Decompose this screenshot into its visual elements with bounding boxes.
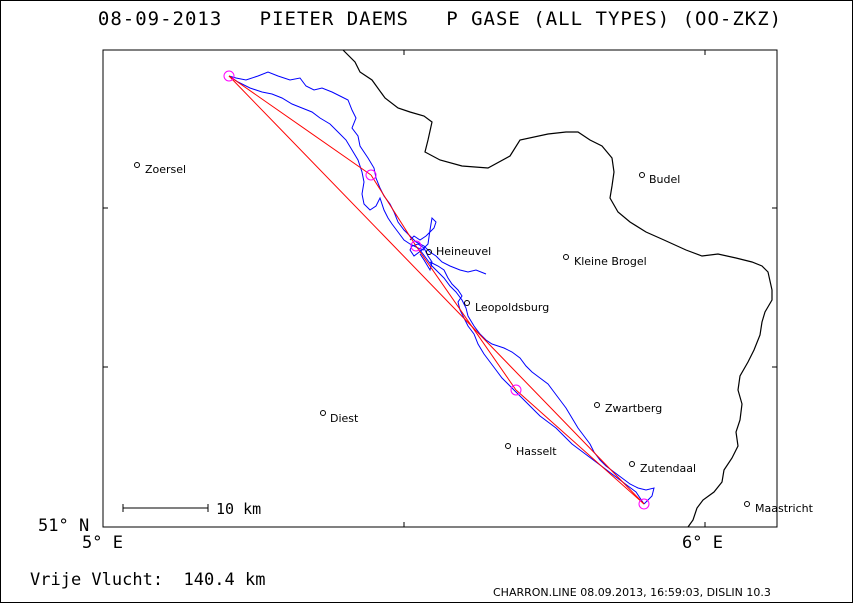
plot-title: 08-09-2013 PIETER DAEMS P GASE (ALL TYPE… (0, 8, 853, 30)
scale-bar-label: 10 km (216, 500, 261, 518)
place-marker-maastricht (744, 501, 750, 507)
place-markers: Zoersel Budel Kleine Brogel Leopoldsburg… (134, 162, 814, 515)
lat-label-51n: 51° N (38, 516, 89, 536)
place-label-zoersel: Zoersel (145, 163, 186, 176)
title-pilot: PIETER DAEMS (259, 8, 409, 30)
place-label-budel: Budel (649, 173, 680, 186)
place-marker-zoersel (134, 162, 140, 168)
place-label-maastricht: Maastricht (755, 502, 814, 515)
scale-bar: 10 km (122, 500, 261, 518)
title-glider: P GASE (ALL TYPES) (OO-ZKZ) (446, 8, 783, 30)
title-date: 08-09-2013 (97, 8, 223, 30)
place-marker-diest (320, 410, 326, 416)
turnpoint-1 (365, 169, 377, 181)
turnpoint-start (223, 70, 235, 82)
lon-label-5e: 5° E (82, 533, 123, 553)
place-label-kleine-brogel: Kleine Brogel (574, 255, 647, 268)
country-border (342, 49, 773, 528)
turnpoint-2 (410, 240, 422, 252)
distance-summary: Vrije Vlucht: 140.4 km (30, 570, 265, 590)
place-marker-heineuvel (426, 249, 432, 255)
turnpoint-finish (638, 498, 650, 510)
flight-track (228, 71, 655, 505)
place-marker-zwartberg (594, 402, 600, 408)
distance-value: 140.4 km (183, 570, 266, 590)
turnpoint-3 (510, 384, 522, 396)
place-marker-leopoldsburg (464, 300, 470, 306)
place-label-diest: Diest (330, 412, 359, 425)
place-marker-budel (639, 172, 645, 178)
place-label-heineuvel: Heineuvel (436, 245, 491, 258)
map-border (102, 49, 778, 528)
place-marker-kleine-brogel (563, 254, 569, 260)
place-label-zutendaal: Zutendaal (640, 462, 696, 475)
distance-label: Vrije Vlucht: (30, 570, 164, 590)
task-lines (228, 75, 645, 505)
place-label-zwartberg: Zwartberg (605, 402, 662, 415)
place-label-hasselt: Hasselt (516, 445, 557, 458)
place-marker-zutendaal (629, 461, 635, 467)
credits: CHARRON.LINE 08.09.2013, 16:59:03, DISLI… (493, 586, 771, 599)
lon-label-6e: 6° E (682, 533, 723, 553)
place-label-leopoldsburg: Leopoldsburg (475, 301, 549, 314)
axis-ticks (103, 50, 777, 527)
turnpoints (223, 70, 650, 510)
place-marker-hasselt (505, 443, 511, 449)
